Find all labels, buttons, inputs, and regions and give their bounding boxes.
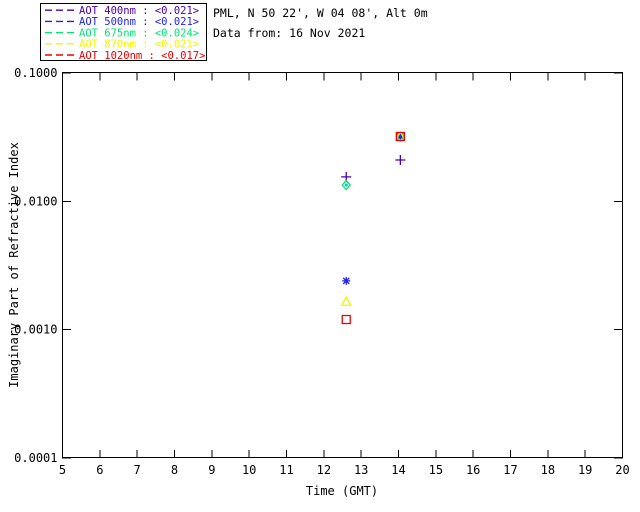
legend-entry-label: AOT 675nm : <0.024> — [79, 27, 199, 39]
marker-overlap-dot — [344, 183, 348, 187]
x-tick-label: 14 — [391, 463, 405, 477]
x-tick-label: 11 — [279, 463, 293, 477]
x-tick-label: 20 — [615, 463, 629, 477]
legend-border — [40, 3, 207, 61]
legend-entry-label: AOT 500nm : <0.021> — [79, 16, 199, 28]
y-tick-label: 0.0100 — [14, 194, 57, 208]
x-tick-label: 5 — [59, 463, 66, 477]
axes — [62, 72, 623, 459]
x-tick-label: 10 — [242, 463, 256, 477]
x-tick-label: 16 — [466, 463, 480, 477]
x-tick-label: 17 — [503, 463, 517, 477]
legend-entry-label: AOT 400nm : <0.021> — [79, 5, 199, 17]
x-tick-label: 13 — [354, 463, 368, 477]
marker-aot-1020nm — [341, 314, 351, 325]
header-date-text: Data from: 16 Nov 2021 — [213, 26, 365, 40]
x-tick-label: 9 — [208, 463, 215, 477]
x-tick-label: 19 — [578, 463, 592, 477]
plot-frame — [62, 72, 623, 458]
axis-ticks — [62, 72, 623, 459]
header-site-text: PML, N 50 22', W 04 08', Alt 0m — [213, 6, 428, 20]
legend-box: AOT 400nm : <0.021>AOT 500nm : <0.021>AO… — [40, 3, 207, 62]
marker-aot-500nm — [342, 276, 351, 285]
marker-aot-870nm — [340, 295, 352, 306]
marker-aot-400nm — [395, 154, 406, 165]
x-tick-label: 8 — [171, 463, 178, 477]
marker-aot-1020nm — [395, 131, 406, 142]
data-points — [340, 130, 406, 325]
legend-entry-label: AOT 1020nm : <0.017> — [79, 50, 205, 62]
legend-entries: AOT 400nm : <0.021>AOT 500nm : <0.021>AO… — [45, 5, 205, 62]
axis-tick-labels: 5 6 7 8 9 10 11 12 13 14 15 16 17 18 19 20 0.1000 0.0100 0… — [14, 66, 630, 477]
x-tick-label: 6 — [96, 463, 103, 477]
x-tick-label: 12 — [317, 463, 331, 477]
x-tick-label: 15 — [429, 463, 443, 477]
y-tick-label: 0.1000 — [14, 66, 57, 80]
marker-aot-675nm — [341, 179, 352, 191]
x-axis-label: Time (GMT) — [306, 484, 378, 498]
y-axis-label: Imaginary Part of Refractive Index — [7, 142, 21, 388]
legend-entry-label: AOT 870nm : <0.021> — [79, 39, 199, 51]
x-tick-label: 18 — [541, 463, 555, 477]
marker-aot-500nm — [396, 132, 405, 141]
x-tick-label: 7 — [134, 463, 141, 477]
y-tick-label: 0.0010 — [14, 323, 57, 337]
y-tick-label: 0.0001 — [14, 451, 57, 465]
